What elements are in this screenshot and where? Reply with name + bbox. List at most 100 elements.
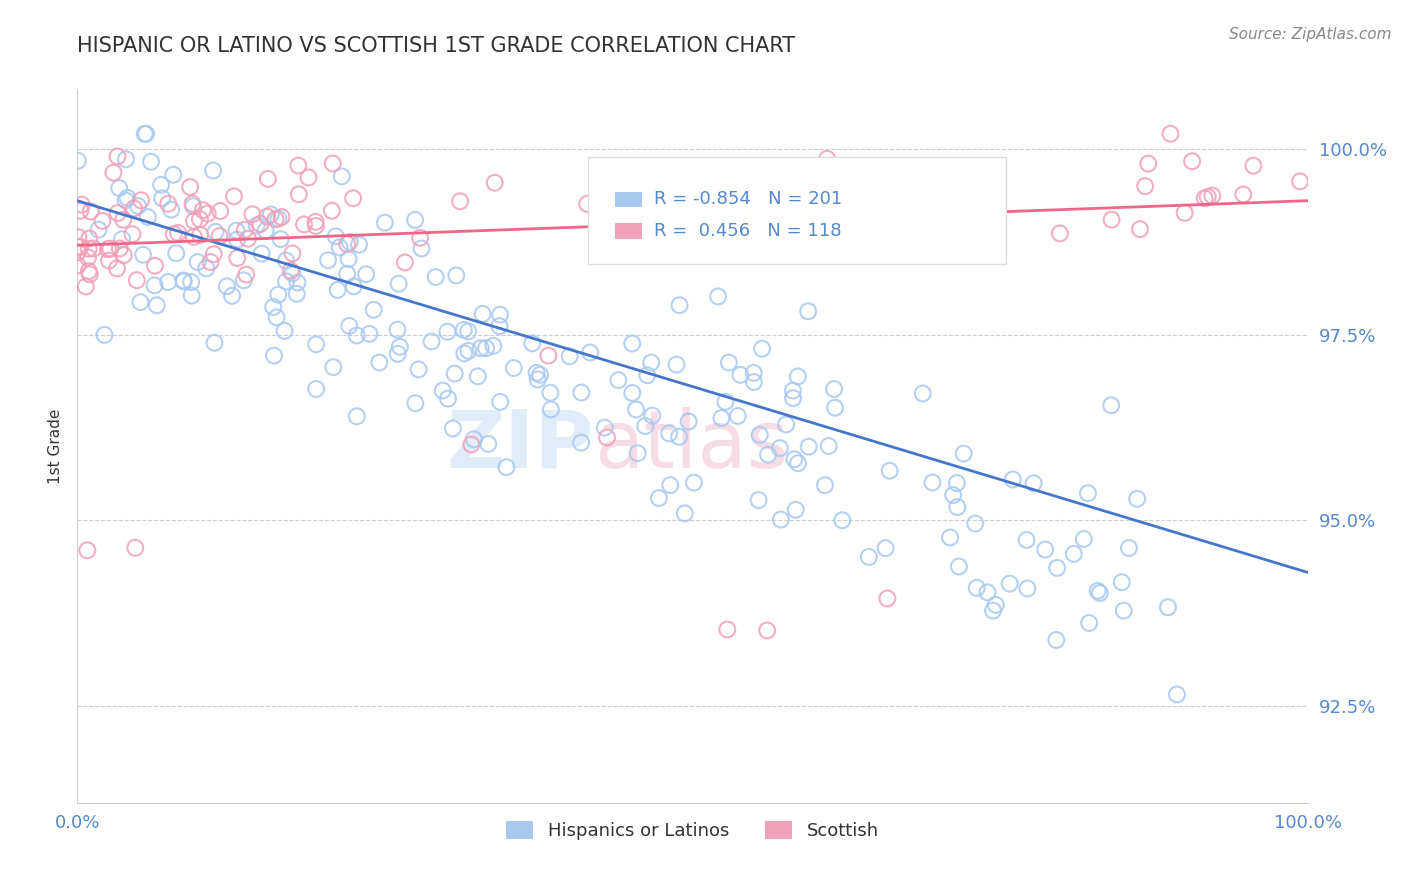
Point — [157, 196, 180, 211]
Point — [354, 267, 377, 281]
Point — [266, 310, 288, 325]
Point — [946, 476, 969, 491]
Point — [814, 478, 837, 492]
Point — [288, 187, 311, 202]
Point — [835, 199, 858, 213]
Point — [1126, 491, 1149, 506]
FancyBboxPatch shape — [614, 223, 643, 239]
Point — [91, 214, 114, 228]
Point — [782, 384, 804, 398]
Point — [69, 203, 91, 218]
Point — [911, 386, 934, 401]
Point — [621, 336, 644, 351]
Point — [87, 222, 110, 236]
Point — [136, 210, 159, 224]
Point — [409, 231, 432, 245]
Point — [287, 159, 309, 173]
Point — [831, 513, 853, 527]
Point — [782, 391, 804, 405]
Point — [157, 275, 180, 289]
Point — [1166, 687, 1188, 701]
Point — [204, 225, 226, 239]
Point — [105, 261, 128, 276]
Point — [187, 255, 209, 269]
Point — [226, 233, 249, 247]
Point — [659, 478, 682, 492]
Point — [769, 512, 792, 526]
Point — [769, 441, 792, 455]
Point — [453, 346, 475, 360]
Point — [221, 289, 243, 303]
Point — [270, 210, 292, 224]
Point — [79, 268, 101, 282]
Point — [336, 267, 359, 281]
Point — [83, 242, 105, 256]
Point — [256, 210, 278, 224]
Point — [322, 156, 344, 170]
Point — [197, 206, 219, 220]
Point — [287, 276, 309, 290]
Point — [125, 273, 148, 287]
Point — [404, 213, 426, 227]
Point — [593, 420, 616, 434]
Point — [699, 209, 721, 223]
Point — [240, 207, 263, 221]
Point — [457, 325, 479, 339]
Point — [359, 326, 381, 341]
Point — [180, 288, 202, 302]
Point — [1289, 174, 1312, 188]
Point — [368, 355, 391, 369]
Point — [824, 401, 846, 415]
Point — [742, 366, 765, 380]
Point — [817, 439, 839, 453]
Point — [233, 223, 256, 237]
Point — [775, 417, 797, 432]
Point — [824, 165, 846, 179]
Point — [143, 278, 166, 293]
Text: ZIP: ZIP — [447, 407, 595, 485]
Point — [425, 270, 447, 285]
Point — [77, 251, 100, 265]
Point — [569, 435, 592, 450]
Point — [673, 506, 696, 520]
Point — [107, 149, 129, 163]
Point — [117, 191, 139, 205]
Point — [173, 274, 195, 288]
Point — [526, 366, 548, 380]
Point — [146, 298, 169, 312]
Point — [77, 231, 100, 245]
Point — [394, 255, 416, 269]
Point — [683, 475, 706, 490]
Point — [1174, 206, 1197, 220]
Point — [441, 421, 464, 435]
Point — [1181, 154, 1204, 169]
Point — [477, 437, 499, 451]
Point — [336, 237, 359, 252]
Point — [678, 415, 700, 429]
Point — [813, 218, 835, 232]
Point — [636, 368, 658, 383]
Point — [1197, 190, 1219, 204]
Point — [342, 191, 364, 205]
Point — [540, 402, 562, 417]
Point — [522, 336, 544, 351]
Point — [921, 475, 943, 490]
Point — [640, 355, 662, 369]
Point — [1232, 187, 1254, 202]
Point — [127, 199, 149, 213]
Point — [191, 203, 214, 218]
Point — [411, 242, 433, 256]
Point — [139, 154, 162, 169]
Point — [270, 232, 292, 246]
Point — [374, 216, 396, 230]
Point — [129, 194, 152, 208]
Point — [209, 204, 232, 219]
Point — [1241, 159, 1264, 173]
Point — [627, 446, 650, 460]
Point — [1194, 191, 1216, 205]
Point — [884, 194, 907, 209]
Point — [686, 175, 709, 189]
Point — [665, 358, 688, 372]
Point — [66, 153, 89, 168]
Point — [981, 604, 1004, 618]
